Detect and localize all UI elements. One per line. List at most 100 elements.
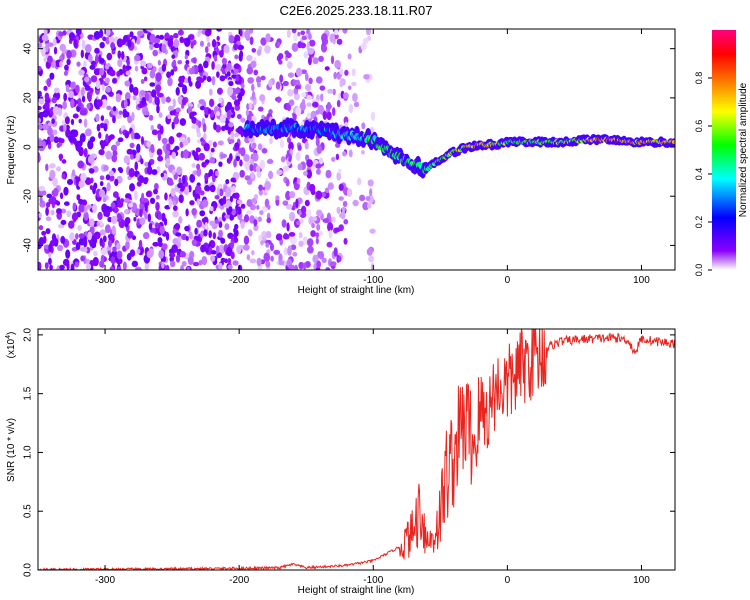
- spectrogram-noise-mark: [185, 236, 189, 242]
- spectrogram-noise-mark: [273, 249, 281, 255]
- spectrogram-noise-mark: [46, 78, 52, 88]
- spectrogram-noise-mark: [128, 167, 135, 178]
- spectrogram-noise-mark: [315, 237, 319, 245]
- spectrogram-noise-mark: [312, 216, 318, 222]
- spectrogram-noise-mark: [56, 208, 62, 215]
- spectrogram-noise-mark: [203, 60, 209, 69]
- spectrogram-noise-mark: [117, 58, 123, 68]
- spectrogram-noise-mark: [240, 117, 246, 123]
- spectrogram-noise-mark: [172, 210, 179, 218]
- spectrogram-noise-mark: [218, 161, 223, 167]
- spectrogram-noise-mark: [92, 256, 99, 267]
- spectrogram-noise-mark: [359, 194, 366, 202]
- spectrogram-noise-mark: [163, 217, 168, 226]
- spectrogram-noise-mark: [123, 155, 130, 164]
- spectrogram-noise-mark: [237, 92, 243, 102]
- spectrogram-noise-mark: [209, 156, 216, 164]
- spectrogram-noise-mark: [174, 145, 180, 151]
- spectrogram-noise-mark: [250, 60, 257, 69]
- spectrogram-noise-mark: [207, 42, 211, 48]
- spectrogram-noise-mark: [253, 219, 258, 227]
- spectrogram-noise-mark: [62, 30, 67, 36]
- spectrogram-noise-mark: [259, 94, 266, 102]
- spectrogram-noise-mark: [100, 140, 106, 150]
- spectrogram-noise-mark: [77, 97, 82, 108]
- spectrogram-noise-mark: [112, 78, 116, 84]
- spectrogram-noise-mark: [140, 78, 145, 84]
- spectrogram-noise-mark: [172, 205, 178, 212]
- spectrogram-noise-mark: [332, 88, 336, 96]
- spectrogram-noise-mark: [106, 52, 113, 61]
- spectrogram-noise-mark: [334, 29, 339, 36]
- spectrogram-noise-mark: [206, 185, 210, 192]
- spectrogram-noise-mark: [248, 229, 253, 237]
- spectrogram-noise-mark: [234, 54, 239, 60]
- spectrogram-noise-mark: [46, 193, 53, 199]
- spectrogram-noise-mark: [248, 102, 253, 110]
- spectrogram-noise-mark: [370, 262, 375, 270]
- spectrogram-x-label: Height of straight line (km): [298, 285, 415, 296]
- spectrogram-noise-mark: [187, 75, 192, 84]
- spectrogram-noise-mark: [150, 124, 155, 131]
- spectrogram-noise-mark: [136, 143, 141, 153]
- spectrogram-noise-mark: [218, 244, 225, 255]
- spectrogram-noise-mark: [94, 54, 99, 65]
- spectrogram-noise-mark: [330, 156, 336, 162]
- spectrogram-noise-mark: [307, 245, 314, 254]
- spectrogram-noise-mark: [357, 177, 362, 186]
- spectrogram-noise-mark: [43, 29, 48, 37]
- snr-y-tick-label: 1.5: [23, 386, 34, 400]
- spectrogram-noise-mark: [128, 202, 134, 208]
- spectrogram-noise-mark: [257, 216, 262, 222]
- spectrogram-x-tick-label: -100: [363, 275, 383, 286]
- spectrogram-noise-mark: [116, 250, 123, 260]
- snr-x-tick-label: -300: [95, 575, 115, 586]
- spectrogram-noise-mark: [216, 87, 223, 95]
- spectrogram-noise-mark: [134, 161, 139, 171]
- spectrogram-noise-mark: [298, 261, 305, 270]
- spectrogram-noise-mark: [122, 261, 127, 270]
- spectrogram-x-tick-label: 0: [505, 275, 511, 286]
- spectrogram-noise-mark: [75, 233, 79, 240]
- spectrogram-noise-mark: [115, 140, 121, 147]
- spectrogram-noise-mark: [318, 55, 324, 63]
- spectrogram-noise-mark: [200, 244, 206, 253]
- spectrogram-noise-mark: [316, 260, 321, 269]
- spectrogram-noise-mark: [252, 152, 259, 162]
- spectrogram-noise-mark: [214, 194, 220, 200]
- spectrogram-noise-mark: [347, 85, 352, 91]
- spectrogram-noise-mark: [219, 49, 224, 58]
- spectrogram-noise-mark: [125, 240, 130, 250]
- spectrogram-noise-mark: [99, 229, 107, 236]
- spectrogram-noise-mark: [152, 49, 159, 57]
- spectrogram-noise-mark: [177, 96, 184, 103]
- spectrogram-noise-mark: [218, 262, 223, 270]
- spectrogram-noise-mark: [142, 232, 150, 240]
- spectrogram-noise-mark: [213, 54, 218, 62]
- spectrogram-noise-mark: [45, 207, 49, 216]
- spectrogram-noise-mark: [123, 99, 128, 108]
- spectrogram-noise-mark: [278, 260, 285, 266]
- spectrogram-noise-mark: [266, 217, 272, 224]
- spectrogram-noise-mark: [102, 235, 107, 243]
- spectrogram-noise-mark: [325, 169, 332, 179]
- spectrogram-noise-mark: [154, 222, 160, 229]
- spectrogram-noise-mark: [90, 241, 97, 249]
- spectrogram-noise-mark: [243, 214, 250, 223]
- spectrogram-ridge-mark: [671, 140, 675, 145]
- spectrogram-noise-mark: [157, 237, 163, 244]
- spectrogram-noise-mark: [171, 121, 175, 130]
- spectrogram-noise-mark: [179, 36, 184, 44]
- spectrogram-noise-mark: [142, 177, 148, 185]
- spectrogram-noise-mark: [307, 56, 312, 66]
- spectrogram-noise-mark: [308, 33, 312, 40]
- spectrogram-noise-mark: [191, 208, 198, 216]
- spectrogram-noise-mark: [89, 185, 94, 191]
- spectrogram-noise-mark: [189, 200, 195, 206]
- spectrogram-noise-mark: [177, 29, 184, 36]
- spectrogram-noise-mark: [70, 98, 75, 109]
- snr-y-ticks: 0.0 0.5 1.0 1.5 2.0: [23, 327, 675, 577]
- spectrogram-noise-mark: [148, 114, 154, 121]
- spectrogram-noise-mark: [286, 61, 293, 69]
